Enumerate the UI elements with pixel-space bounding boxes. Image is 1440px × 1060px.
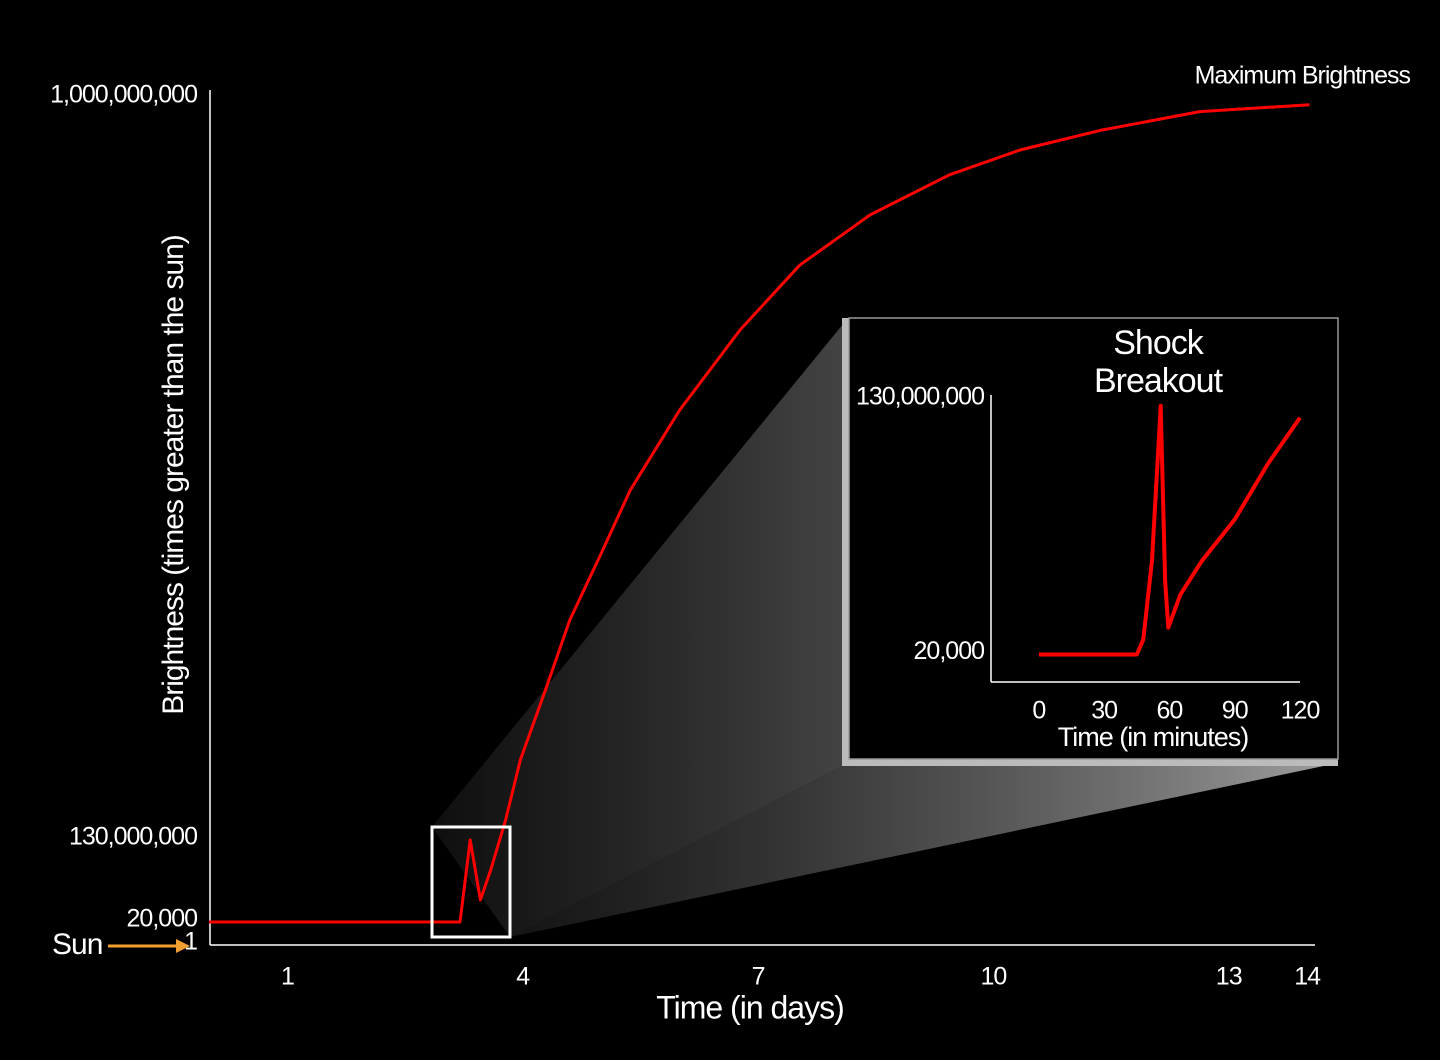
zoom-box [430,825,512,939]
annotation: Maximum Brightness [1195,62,1411,90]
zoom-shade [510,763,1338,937]
y-tick-label: 130,000,000 [856,383,984,411]
zoom-shade [432,318,848,937]
x-tick-label: 7 [752,963,765,991]
inset-title: Shock [1113,324,1204,362]
x-tick-label: 4 [516,963,530,991]
y-axis-label: Brightness (times greater than the sun) [157,235,190,715]
sun-arrow-head [176,939,190,953]
y-tick-label: 130,000,000 [69,823,197,851]
x-tick-label: 1 [281,963,294,991]
inset-panel [848,317,1339,760]
x-axis-label: Time (in days) [656,989,844,1025]
y-tick-label: 1,000,000,000 [50,81,197,109]
x-tick-label: 0 [1032,697,1045,725]
x-tick-label: 13 [1216,963,1242,991]
sun-label: Sun [52,928,102,961]
x-tick-label: 120 [1281,697,1320,725]
y-tick-label: 20,000 [914,637,985,665]
inset-title: Breakout [1094,362,1224,400]
x-tick-label: 10 [980,963,1006,991]
x-tick-label: 14 [1294,963,1321,991]
data-line [1038,403,1302,657]
x-tick-label: 30 [1091,697,1117,725]
inset-x-axis-label: Time (in minutes) [1058,722,1249,752]
x-tick-label: 60 [1157,697,1183,725]
y-tick-label: 1 [184,928,197,956]
x-tick-label: 90 [1222,697,1248,725]
data-line [209,103,1310,924]
inset-plot: 0 30 60 90 120 20,000 130,000,000 [856,383,1320,725]
y-tick-label: 20,000 [127,905,198,933]
